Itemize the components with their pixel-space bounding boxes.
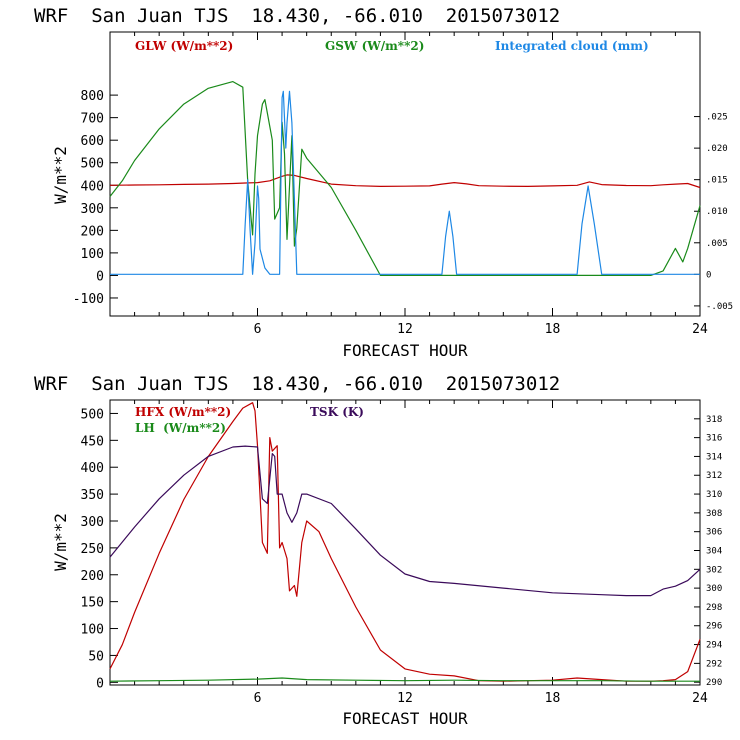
y-tick-label: 400 (81, 461, 104, 476)
y2-tick-label: .005 (706, 239, 728, 249)
x-tick-label: 6 (254, 691, 262, 706)
y2-tick-label: 304 (706, 546, 722, 556)
chart-2-legend-lh: LH (W/m**2) (135, 421, 226, 435)
x-tick-label: 24 (692, 691, 708, 706)
y2-tick-label: .025 (706, 113, 728, 123)
series-line-tsk (109, 445, 701, 597)
y-tick-label: 150 (81, 596, 104, 611)
y2-tick-label: 312 (706, 471, 722, 481)
chart-1-legend-cloud: Integrated cloud (mm) (495, 39, 649, 53)
x-tick-label: 12 (397, 691, 413, 706)
y-tick-label: 0 (96, 269, 104, 284)
chart-1-xlabel: FORECAST HOUR (342, 341, 468, 360)
x-tick-label: 18 (545, 691, 561, 706)
y-tick-label: 800 (81, 89, 104, 104)
chart-1-title: WRF San Juan TJS 18.430, -66.010 2015073… (34, 5, 560, 27)
chart-2-legend-tsk: TSK (K) (310, 405, 364, 419)
y2-tick-label: 308 (706, 509, 722, 519)
chart-2-legend-hfx: HFX (W/m**2) (135, 405, 231, 419)
y2-tick-label: 302 (706, 565, 722, 575)
chart-2-ylabel: W/m**2 (51, 513, 70, 571)
y-tick-label: 100 (81, 247, 104, 262)
y-tick-label: 50 (88, 649, 104, 664)
chart-2-ticks: 6 12 18 24 0 50 100 150 200 250 300 350 400 450 500 290… (81, 400, 722, 706)
series-line-hfx (109, 402, 701, 682)
chart-2-title: WRF San Juan TJS 18.430, -66.010 2015073… (34, 373, 560, 395)
y-tick-label: 200 (81, 569, 104, 584)
y-tick-label: 100 (81, 623, 104, 638)
chart-2-series (109, 402, 701, 682)
y2-tick-label: 300 (706, 584, 722, 594)
y-tick-label: 600 (81, 134, 104, 149)
y2-tick-label: .010 (706, 207, 728, 217)
y-tick-label: 250 (81, 542, 104, 557)
y2-tick-label: 296 (706, 622, 722, 632)
x-tick-label: 18 (545, 322, 561, 337)
x-tick-label: 24 (692, 322, 708, 337)
x-tick-label: 6 (254, 322, 262, 337)
series-line-integrated (110, 90, 700, 275)
chart-1: WRF San Juan TJS 18.430, -66.010 2015073… (34, 5, 733, 360)
y-tick-label: 350 (81, 488, 104, 503)
y-tick-label: 500 (81, 407, 104, 422)
y2-tick-label: 310 (706, 490, 722, 500)
chart-1-ticks: 6 12 18 24 -100 0 100 200 300 400 500 600 700 800 -.00… (73, 32, 733, 337)
y-tick-label: 450 (81, 434, 104, 449)
y-tick-label: 700 (81, 112, 104, 127)
y2-tick-label: 318 (706, 415, 722, 425)
chart-2: WRF San Juan TJS 18.430, -66.010 2015073… (34, 373, 722, 728)
chart-1-legend-glw: GLW (W/m**2) (135, 39, 233, 53)
y-tick-label: 300 (81, 202, 104, 217)
y-tick-label: -100 (73, 292, 104, 307)
y2-tick-label: 0 (706, 270, 711, 280)
y2-tick-label: 292 (706, 659, 722, 669)
y2-tick-label: 294 (706, 641, 722, 651)
y-tick-label: 200 (81, 224, 104, 239)
chart-1-plot-frame (109, 31, 701, 317)
chart-2-xlabel: FORECAST HOUR (342, 709, 468, 728)
series-line-lh (109, 677, 700, 682)
y2-tick-label: 298 (706, 603, 722, 613)
y2-tick-label: 316 (706, 434, 722, 444)
chart-1-legend-gsw: GSW (W/m**2) (325, 39, 424, 53)
y2-tick-label: 290 (706, 678, 722, 688)
series-line-glw (109, 174, 701, 189)
chart-2-plot-frame (109, 399, 701, 686)
y2-tick-label: -.005 (706, 302, 733, 312)
series-line-gsw (109, 80, 701, 276)
y-tick-label: 300 (81, 515, 104, 530)
y2-tick-label: 306 (706, 528, 722, 538)
chart-1-series (109, 80, 701, 276)
y2-tick-label: .020 (706, 144, 728, 154)
y2-tick-label: 314 (706, 452, 722, 462)
chart-1-ylabel: W/m**2 (51, 146, 70, 204)
y-tick-label: 400 (81, 179, 104, 194)
y-tick-label: 500 (81, 157, 104, 172)
x-tick-label: 12 (397, 322, 413, 337)
y2-tick-label: .015 (706, 176, 728, 186)
y-tick-label: 0 (96, 676, 104, 691)
